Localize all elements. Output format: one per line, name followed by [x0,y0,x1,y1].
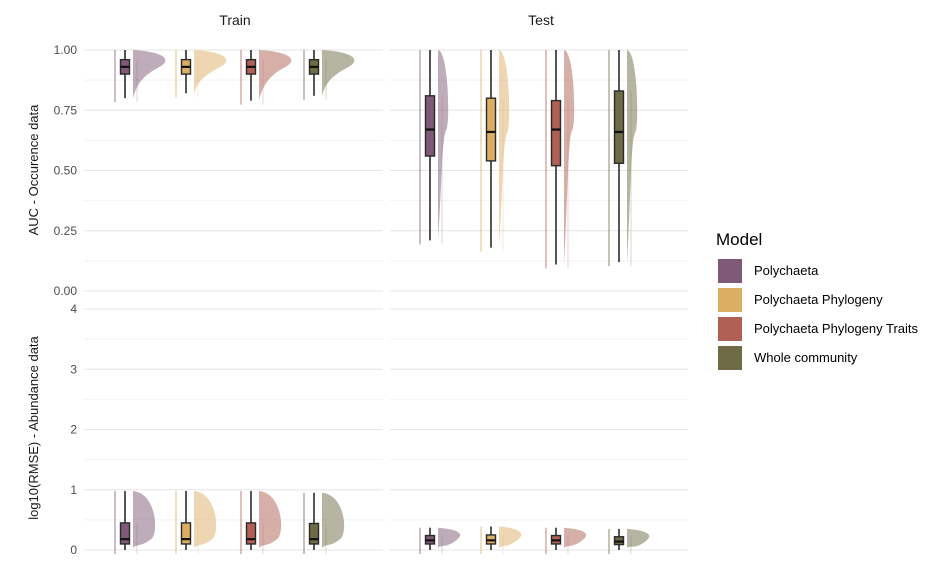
legend-swatch [718,259,742,283]
legend-swatch [718,288,742,312]
strip-labels: Train Test [219,12,554,28]
legend-title: Model [716,230,762,249]
density-cloud [499,526,522,548]
density-cloud [194,490,217,548]
density-cloud [259,490,282,548]
box [550,99,562,167]
y-tick-label: 0.50 [54,164,78,178]
y-tick-label: 0 [70,543,77,557]
y-tick-labels: 0.00 0.25 0.50 0.75 1.00 0 1 2 3 4 [54,43,78,557]
density-cloud [322,492,345,548]
y-tick-label: 0.75 [54,103,78,117]
legend-keys: Polychaeta Polychaeta Phylogeny Polychaeta… [718,259,919,370]
density-cloud [133,490,156,548]
box [245,522,257,545]
panels [84,49,688,554]
box [485,97,497,162]
box [613,90,625,164]
density-cloud [322,50,355,96]
density-cloud [133,50,166,99]
strip-label-test: Test [528,12,554,28]
density-cloud [627,50,638,263]
density-cloud [564,50,575,265]
panel [390,49,688,292]
box [119,522,131,545]
y-tick-label: 1 [70,483,77,497]
density-cloud [438,527,461,548]
y-tick-label: 4 [70,302,77,316]
panel [390,308,688,554]
legend-swatch [718,317,742,341]
legend-label: Polychaeta Phylogeny [754,292,883,307]
panel [84,49,383,292]
y-tick-label: 3 [70,362,77,376]
legend-label: Polychaeta [754,263,819,278]
density-cloud [564,527,587,548]
y-axis-titles: AUC - Occurence data log10(RMSE) - Abund… [26,104,41,520]
strip-label-train: Train [219,12,250,28]
y-tick-label: 1.00 [54,43,78,57]
density-cloud [438,50,449,241]
y-tick-label: 0.00 [54,284,78,298]
box [180,522,192,545]
density-cloud [259,50,292,101]
legend-swatch [718,346,742,370]
panel [84,308,383,554]
y-axis-title-rmse: log10(RMSE) - Abundance data [26,335,41,519]
density-cloud [194,50,227,94]
box [308,522,320,545]
density-cloud [499,50,510,248]
y-tick-label: 2 [70,423,77,437]
legend-label: Whole community [754,350,858,365]
y-tick-label: 0.25 [54,224,78,238]
box [424,95,436,157]
y-axis-title-auc: AUC - Occurence data [26,104,41,236]
density-cloud [627,528,650,548]
legend-label: Polychaeta Phylogeny Traits [754,321,919,336]
